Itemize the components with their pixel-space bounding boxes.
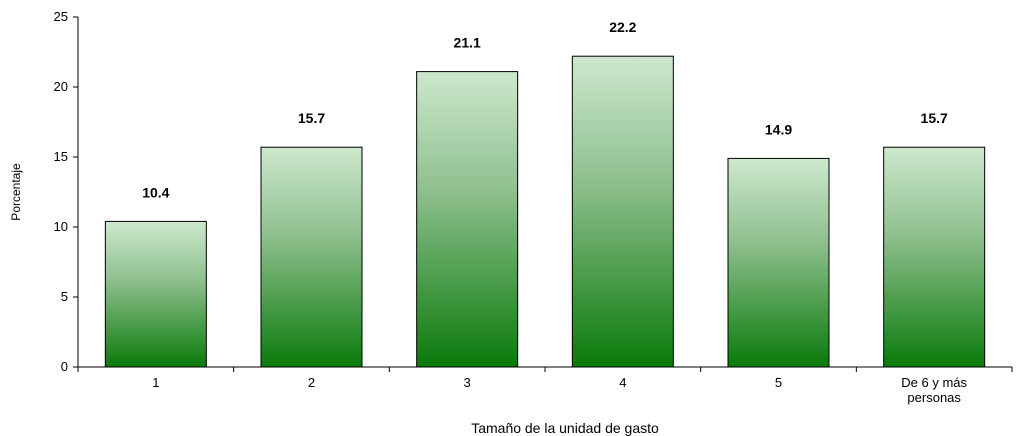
x-axis-title: Tamaño de la unidad de gasto <box>471 420 659 436</box>
bar-4 <box>571 55 674 368</box>
bar-6 <box>883 146 986 368</box>
data-labels: 10.4 15.7 21.1 22.2 14.9 15.7 <box>142 19 948 200</box>
x-tick-label-2: 2 <box>308 375 315 390</box>
bar-5 <box>727 157 830 368</box>
bar-3 <box>416 71 519 368</box>
bar-2 <box>260 146 363 368</box>
data-label-5: 14.9 <box>765 121 792 137</box>
y-tick-label: 20 <box>54 79 68 94</box>
y-tick-label: 0 <box>61 359 68 374</box>
x-tick-label-1: 1 <box>152 375 159 390</box>
data-label-6: 15.7 <box>921 110 948 126</box>
x-tick-label-3: 3 <box>464 375 471 390</box>
y-tick-label: 15 <box>54 149 68 164</box>
y-tick-label: 10 <box>54 219 68 234</box>
data-label-3: 21.1 <box>454 35 481 51</box>
y-tick-label: 25 <box>54 9 68 24</box>
data-label-1: 10.4 <box>142 184 169 200</box>
x-tick-label-6: De 6 y más personas <box>901 375 967 405</box>
y-tick-label: 5 <box>61 289 68 304</box>
x-axis: 1 2 3 4 5 De 6 y más personas <box>77 366 1013 405</box>
data-label-4: 22.2 <box>609 19 636 35</box>
x-tick-label-5: 5 <box>775 375 782 390</box>
bar-1 <box>104 220 207 368</box>
y-axis: 0 5 10 15 20 25 <box>54 9 79 374</box>
y-axis-title: Porcentaje <box>9 163 23 221</box>
data-label-2: 15.7 <box>298 110 325 126</box>
x-tick-label-4: 4 <box>619 375 626 390</box>
bars <box>104 55 986 368</box>
